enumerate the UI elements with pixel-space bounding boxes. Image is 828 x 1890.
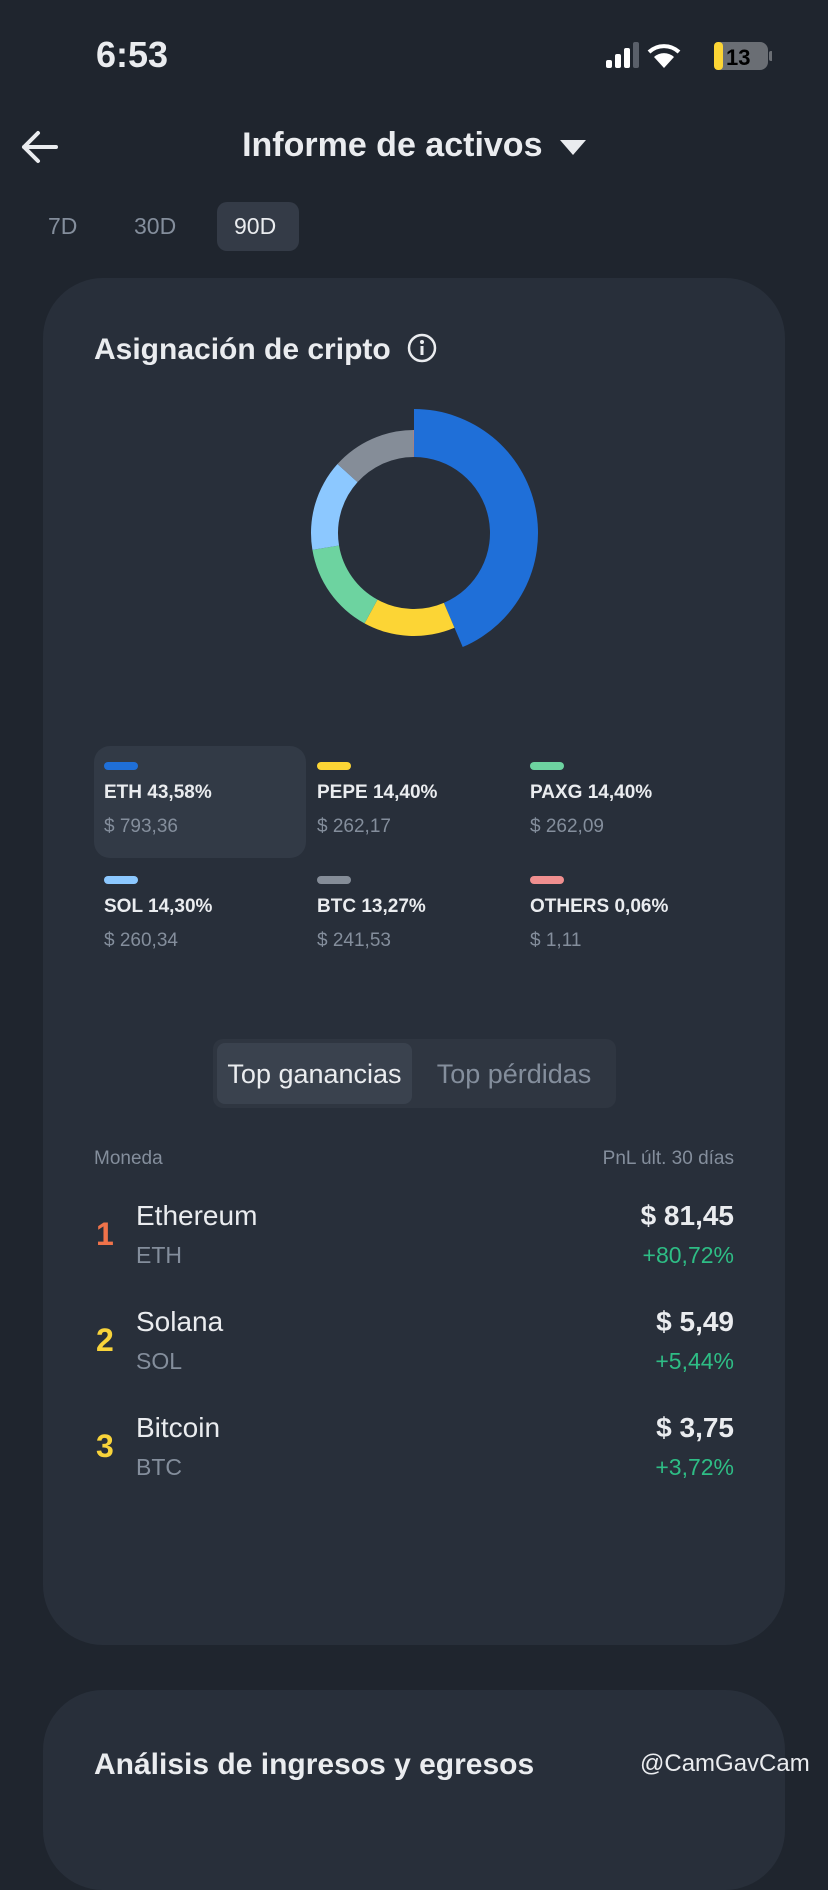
- pnl-change: +80,72%: [643, 1242, 734, 1269]
- legend-swatch: [317, 762, 351, 770]
- info-icon[interactable]: [407, 333, 437, 363]
- legend-item[interactable]: PEPE 14,40% $ 262,17: [307, 746, 519, 858]
- segment-tab[interactable]: Top ganancias: [217, 1059, 412, 1090]
- legend-item[interactable]: OTHERS 0,06% $ 1,11: [520, 860, 732, 972]
- pnl-amount: $ 81,45: [641, 1200, 734, 1232]
- asset-amount: $ 260,34: [104, 930, 178, 952]
- section-title: Análisis de ingresos y egresos: [94, 1748, 534, 1782]
- asset-amount: $ 241,53: [317, 930, 391, 952]
- legend-swatch: [104, 762, 138, 770]
- pnl-amount: $ 3,75: [656, 1412, 734, 1444]
- legend-item[interactable]: ETH 43,58% $ 793,36: [94, 746, 306, 858]
- asset-name: PEPE: [317, 782, 368, 803]
- donut-segment: [337, 430, 413, 482]
- legend-swatch: [104, 876, 138, 884]
- legend-swatch: [317, 876, 351, 884]
- asset-name: OTHERS: [530, 896, 609, 917]
- asset-share: 43,58%: [147, 782, 211, 803]
- column-header: Moneda: [94, 1148, 163, 1170]
- status-time: 6:53: [96, 34, 168, 76]
- asset-share: 14,40%: [588, 782, 652, 803]
- watermark: @CamGavCam: [640, 1750, 810, 1778]
- title-text: Asignación de cripto: [94, 333, 391, 366]
- legend-item[interactable]: SOL 14,30% $ 260,34: [94, 860, 306, 972]
- dropdown-arrow: [560, 138, 586, 156]
- donut-segment: [365, 600, 455, 636]
- legend-item[interactable]: BTC 13,27% $ 241,53: [307, 860, 519, 972]
- legend-label: ETH 43,58%: [104, 782, 212, 804]
- asset-share: 14,30%: [148, 896, 212, 917]
- coin-symbol: BTC: [136, 1454, 182, 1481]
- legend-label: OTHERS 0,06%: [530, 896, 668, 918]
- status-icons: 13: [602, 40, 772, 72]
- period-tab[interactable]: 30D: [134, 213, 176, 240]
- section-title: Asignación de cripto: [94, 333, 437, 367]
- donut-segment: [312, 545, 377, 623]
- asset-amount: $ 262,09: [530, 816, 604, 838]
- pnl-change: +3,72%: [655, 1454, 734, 1481]
- segment-tab[interactable]: Top pérdidas: [414, 1059, 614, 1090]
- coin-name: Solana: [136, 1306, 223, 1338]
- pnl-change: +5,44%: [655, 1348, 734, 1375]
- rank: 1: [96, 1216, 114, 1253]
- legend-label: PAXG 14,40%: [530, 782, 652, 804]
- asset-share: 14,40%: [373, 782, 437, 803]
- period-tab[interactable]: 7D: [48, 213, 77, 240]
- legend-swatch: [530, 762, 564, 770]
- rank: 3: [96, 1428, 114, 1465]
- asset-amount: $ 793,36: [104, 816, 178, 838]
- coin-symbol: SOL: [136, 1348, 182, 1375]
- title-text: Informe de activos: [242, 126, 542, 164]
- asset-name: ETH: [104, 782, 142, 803]
- legend-label: PEPE 14,40%: [317, 782, 437, 804]
- donut-segment: [311, 464, 358, 550]
- legend-label: SOL 14,30%: [104, 896, 212, 918]
- legend-item[interactable]: PAXG 14,40% $ 262,09: [520, 746, 732, 858]
- battery-level: 13: [726, 45, 750, 70]
- column-header: PnL últ. 30 días: [603, 1148, 734, 1170]
- coin-symbol: ETH: [136, 1242, 182, 1269]
- pnl-amount: $ 5,49: [656, 1306, 734, 1338]
- asset-share: 13,27%: [361, 896, 425, 917]
- coin-name: Ethereum: [136, 1200, 257, 1232]
- page-title[interactable]: Informe de activos: [0, 126, 828, 165]
- donut-chart: [274, 393, 554, 673]
- asset-amount: $ 262,17: [317, 816, 391, 838]
- analysis-card: [43, 1690, 785, 1890]
- asset-name: SOL: [104, 896, 143, 917]
- period-tab[interactable]: 90D: [234, 213, 276, 240]
- asset-amount: $ 1,11: [530, 930, 581, 952]
- asset-name: PAXG: [530, 782, 582, 803]
- legend-swatch: [530, 876, 564, 884]
- rank: 2: [96, 1322, 114, 1359]
- legend-label: BTC 13,27%: [317, 896, 426, 918]
- asset-name: BTC: [317, 896, 356, 917]
- coin-name: Bitcoin: [136, 1412, 220, 1444]
- screen: {"status_bar": {"time": "6:53", "battery…: [0, 0, 828, 1792]
- asset-share: 0,06%: [614, 896, 668, 917]
